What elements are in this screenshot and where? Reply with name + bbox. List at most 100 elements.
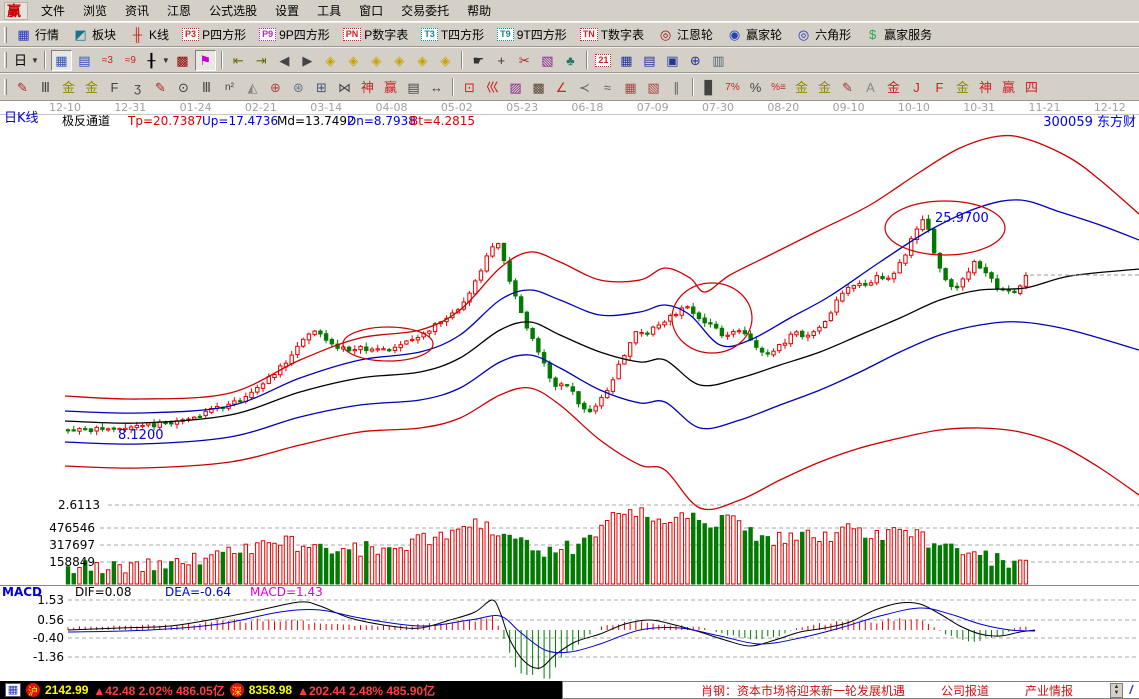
news-ticker[interactable]: 肖钢：资本市场将迎来新一轮发展机遇 公司报道 产业情报 ▲ ▼ / [562, 681, 1139, 699]
news-link-company-report[interactable]: 公司报道 [941, 683, 990, 698]
zoom-out-all-icon[interactable]: ◈ [435, 50, 456, 71]
menu-trade-order[interactable]: 交易委托 [401, 4, 450, 18]
flag-marker-icon[interactable]: ⚑ [194, 49, 216, 71]
cut-tool-icon[interactable]: ✂ [514, 50, 535, 71]
percent-7-icon[interactable]: 7% [722, 77, 743, 98]
fan-dark-icon[interactable]: ▩ [528, 77, 549, 98]
four-angle-icon[interactable]: 四 [1021, 77, 1042, 98]
compress-horizontal-icon[interactable]: ◈ [389, 50, 410, 71]
info-report-icon[interactable]: ▤ [74, 50, 95, 71]
menu-formula-stock-pick[interactable]: 公式选股 [209, 4, 258, 18]
p-square-button[interactable]: P3 P四方形 [179, 24, 254, 45]
red-grid-2-icon[interactable]: ▧ [643, 77, 664, 98]
menu-news[interactable]: 资讯 [125, 4, 150, 18]
hexagon-button[interactable]: ◎ 六角形 [792, 24, 859, 45]
n-square-icon[interactable]: n² [219, 77, 240, 98]
news-headline[interactable]: 肖钢：资本市场将迎来新一轮发展机遇 [701, 683, 906, 698]
mirror-tool-icon[interactable]: ◭ [242, 77, 263, 98]
menu-browse[interactable]: 浏览 [83, 4, 108, 18]
gold-ruler-2-icon[interactable]: 金 [81, 77, 102, 98]
fan-purple-icon[interactable]: ▨ [505, 77, 526, 98]
hand-tool-icon[interactable]: ☛ [468, 50, 489, 71]
pattern-view-icon[interactable]: ▦ [50, 49, 72, 71]
wave-9-icon[interactable]: ≈9 [120, 50, 141, 71]
kline-button[interactable]: ╫ K线 [126, 24, 177, 45]
spiral-tool-icon[interactable]: ʒ [127, 77, 148, 98]
fibo-ruler-icon[interactable]: F [104, 77, 125, 98]
notes-icon[interactable]: ▤ [639, 50, 660, 71]
gold-ruler-1-icon[interactable]: 金 [58, 77, 79, 98]
menu-window[interactable]: 窗口 [359, 4, 384, 18]
gold-lines-icon[interactable]: 金 [814, 77, 835, 98]
percent-icon[interactable]: % [745, 77, 766, 98]
menu-file[interactable]: 文件 [41, 4, 66, 18]
kline-chart[interactable]: 12-10 12-31 01-24 02-21 03-14 04-08 05-02 05-23… [0, 101, 1139, 680]
candle-style-icon[interactable]: ╂ ▼ [143, 50, 170, 71]
pan-right-icon[interactable]: ◈ [343, 50, 364, 71]
ying-angle-icon[interactable]: 赢 [998, 77, 1019, 98]
period-day-selector-icon[interactable]: 日 ▼ [12, 50, 39, 71]
comb-ruler-icon[interactable]: Ⅲ [196, 77, 217, 98]
menu-gann[interactable]: 江恩 [167, 4, 192, 18]
clip-tool-icon[interactable]: ▧ [537, 50, 558, 71]
grid-ruler-icon[interactable]: Ⅲ [35, 77, 56, 98]
analyze-tool-icon[interactable]: ♣ [560, 50, 581, 71]
crosshair-tool-icon[interactable]: + [491, 50, 512, 71]
go-first-icon[interactable]: ⇤ [228, 50, 249, 71]
calculator-icon[interactable]: ▦ [616, 50, 637, 71]
angle-line-2-icon[interactable]: ≺ [574, 77, 595, 98]
fan-lines-icon[interactable]: 巛 [482, 77, 503, 98]
web-box-icon[interactable]: ⊞ [311, 77, 332, 98]
winner-service-button[interactable]: $ 赢家服务 [861, 24, 940, 45]
ruler-123-icon[interactable]: ▤ [403, 77, 424, 98]
menu-tools[interactable]: 工具 [317, 4, 342, 18]
go-last-icon[interactable]: ⇥ [251, 50, 272, 71]
sectors-button[interactable]: ◩ 板块 [69, 24, 124, 45]
j-angle-icon[interactable]: J [906, 77, 927, 98]
gold-circle-icon[interactable]: 金 [791, 77, 812, 98]
ying-tool-icon[interactable]: 赢 [380, 77, 401, 98]
cycle-ruler-icon[interactable]: ⊙ [173, 77, 194, 98]
menu-settings[interactable]: 设置 [275, 4, 300, 18]
f-angle-icon[interactable]: F [929, 77, 950, 98]
save-icon[interactable]: ▣ [662, 50, 683, 71]
quotes-button[interactable]: ▦ 行情 [12, 24, 67, 45]
parallel-lines-icon[interactable]: ∥ [666, 77, 687, 98]
gann-grid-icon[interactable]: ▩ [172, 50, 193, 71]
brush-tool-icon[interactable]: ✎ [837, 77, 858, 98]
percent-3-icon[interactable]: %≡ [768, 77, 789, 98]
expand-horizontal-icon[interactable]: ◈ [366, 50, 387, 71]
nine-t-square-button[interactable]: T9 9T四方形 [494, 24, 575, 45]
t-square-button[interactable]: T3 T四方形 [418, 24, 492, 45]
quotes-grid-icon[interactable]: ▦ [5, 683, 21, 697]
zigzag-line-icon[interactable]: ≈ [597, 77, 618, 98]
wave-3-icon[interactable]: ≈3 [97, 50, 118, 71]
compass-tool-icon[interactable]: ⊕ [265, 77, 286, 98]
menu-help[interactable]: 帮助 [467, 4, 492, 18]
gold-angle-icon[interactable]: 金 [952, 77, 973, 98]
web-link-icon[interactable]: ⊕ [685, 50, 706, 71]
p-number-table-button[interactable]: PN P数字表 [340, 24, 417, 45]
news-link-industry-intel[interactable]: 产业情报 [1025, 683, 1074, 698]
star-web-icon[interactable]: ⊛ [288, 77, 309, 98]
go-next-icon[interactable]: ▶ [297, 50, 318, 71]
width-measure-icon[interactable]: ↔ [426, 77, 447, 98]
print-icon[interactable]: ▥ [708, 50, 729, 71]
shen-tool-icon[interactable]: 神 [357, 77, 378, 98]
shen-angle-icon[interactable]: 神 [975, 77, 996, 98]
marker-pen-icon[interactable]: ✎ [150, 77, 171, 98]
gann-wheel-button[interactable]: ◎ 江恩轮 [654, 24, 721, 45]
pan-left-icon[interactable]: ◈ [320, 50, 341, 71]
a-channel-icon[interactable]: A [860, 77, 881, 98]
go-prev-icon[interactable]: ◀ [274, 50, 295, 71]
winner-wheel-button[interactable]: ◉ 赢家轮 [723, 24, 790, 45]
news-spinner[interactable]: ▲ ▼ [1110, 682, 1123, 698]
gold-red-icon[interactable]: 金 [883, 77, 904, 98]
bar-scale-icon[interactable]: ▊ [699, 77, 720, 98]
k-marks-icon[interactable]: ⋈ [334, 77, 355, 98]
nine-p-square-button[interactable]: P9 9P四方形 [256, 24, 338, 45]
pen-tool-icon[interactable]: ✎ [12, 77, 33, 98]
red-grid-1-icon[interactable]: ▦ [620, 77, 641, 98]
square-tool-icon[interactable]: ⊡ [459, 77, 480, 98]
calendar-icon[interactable]: 21 [593, 50, 614, 71]
